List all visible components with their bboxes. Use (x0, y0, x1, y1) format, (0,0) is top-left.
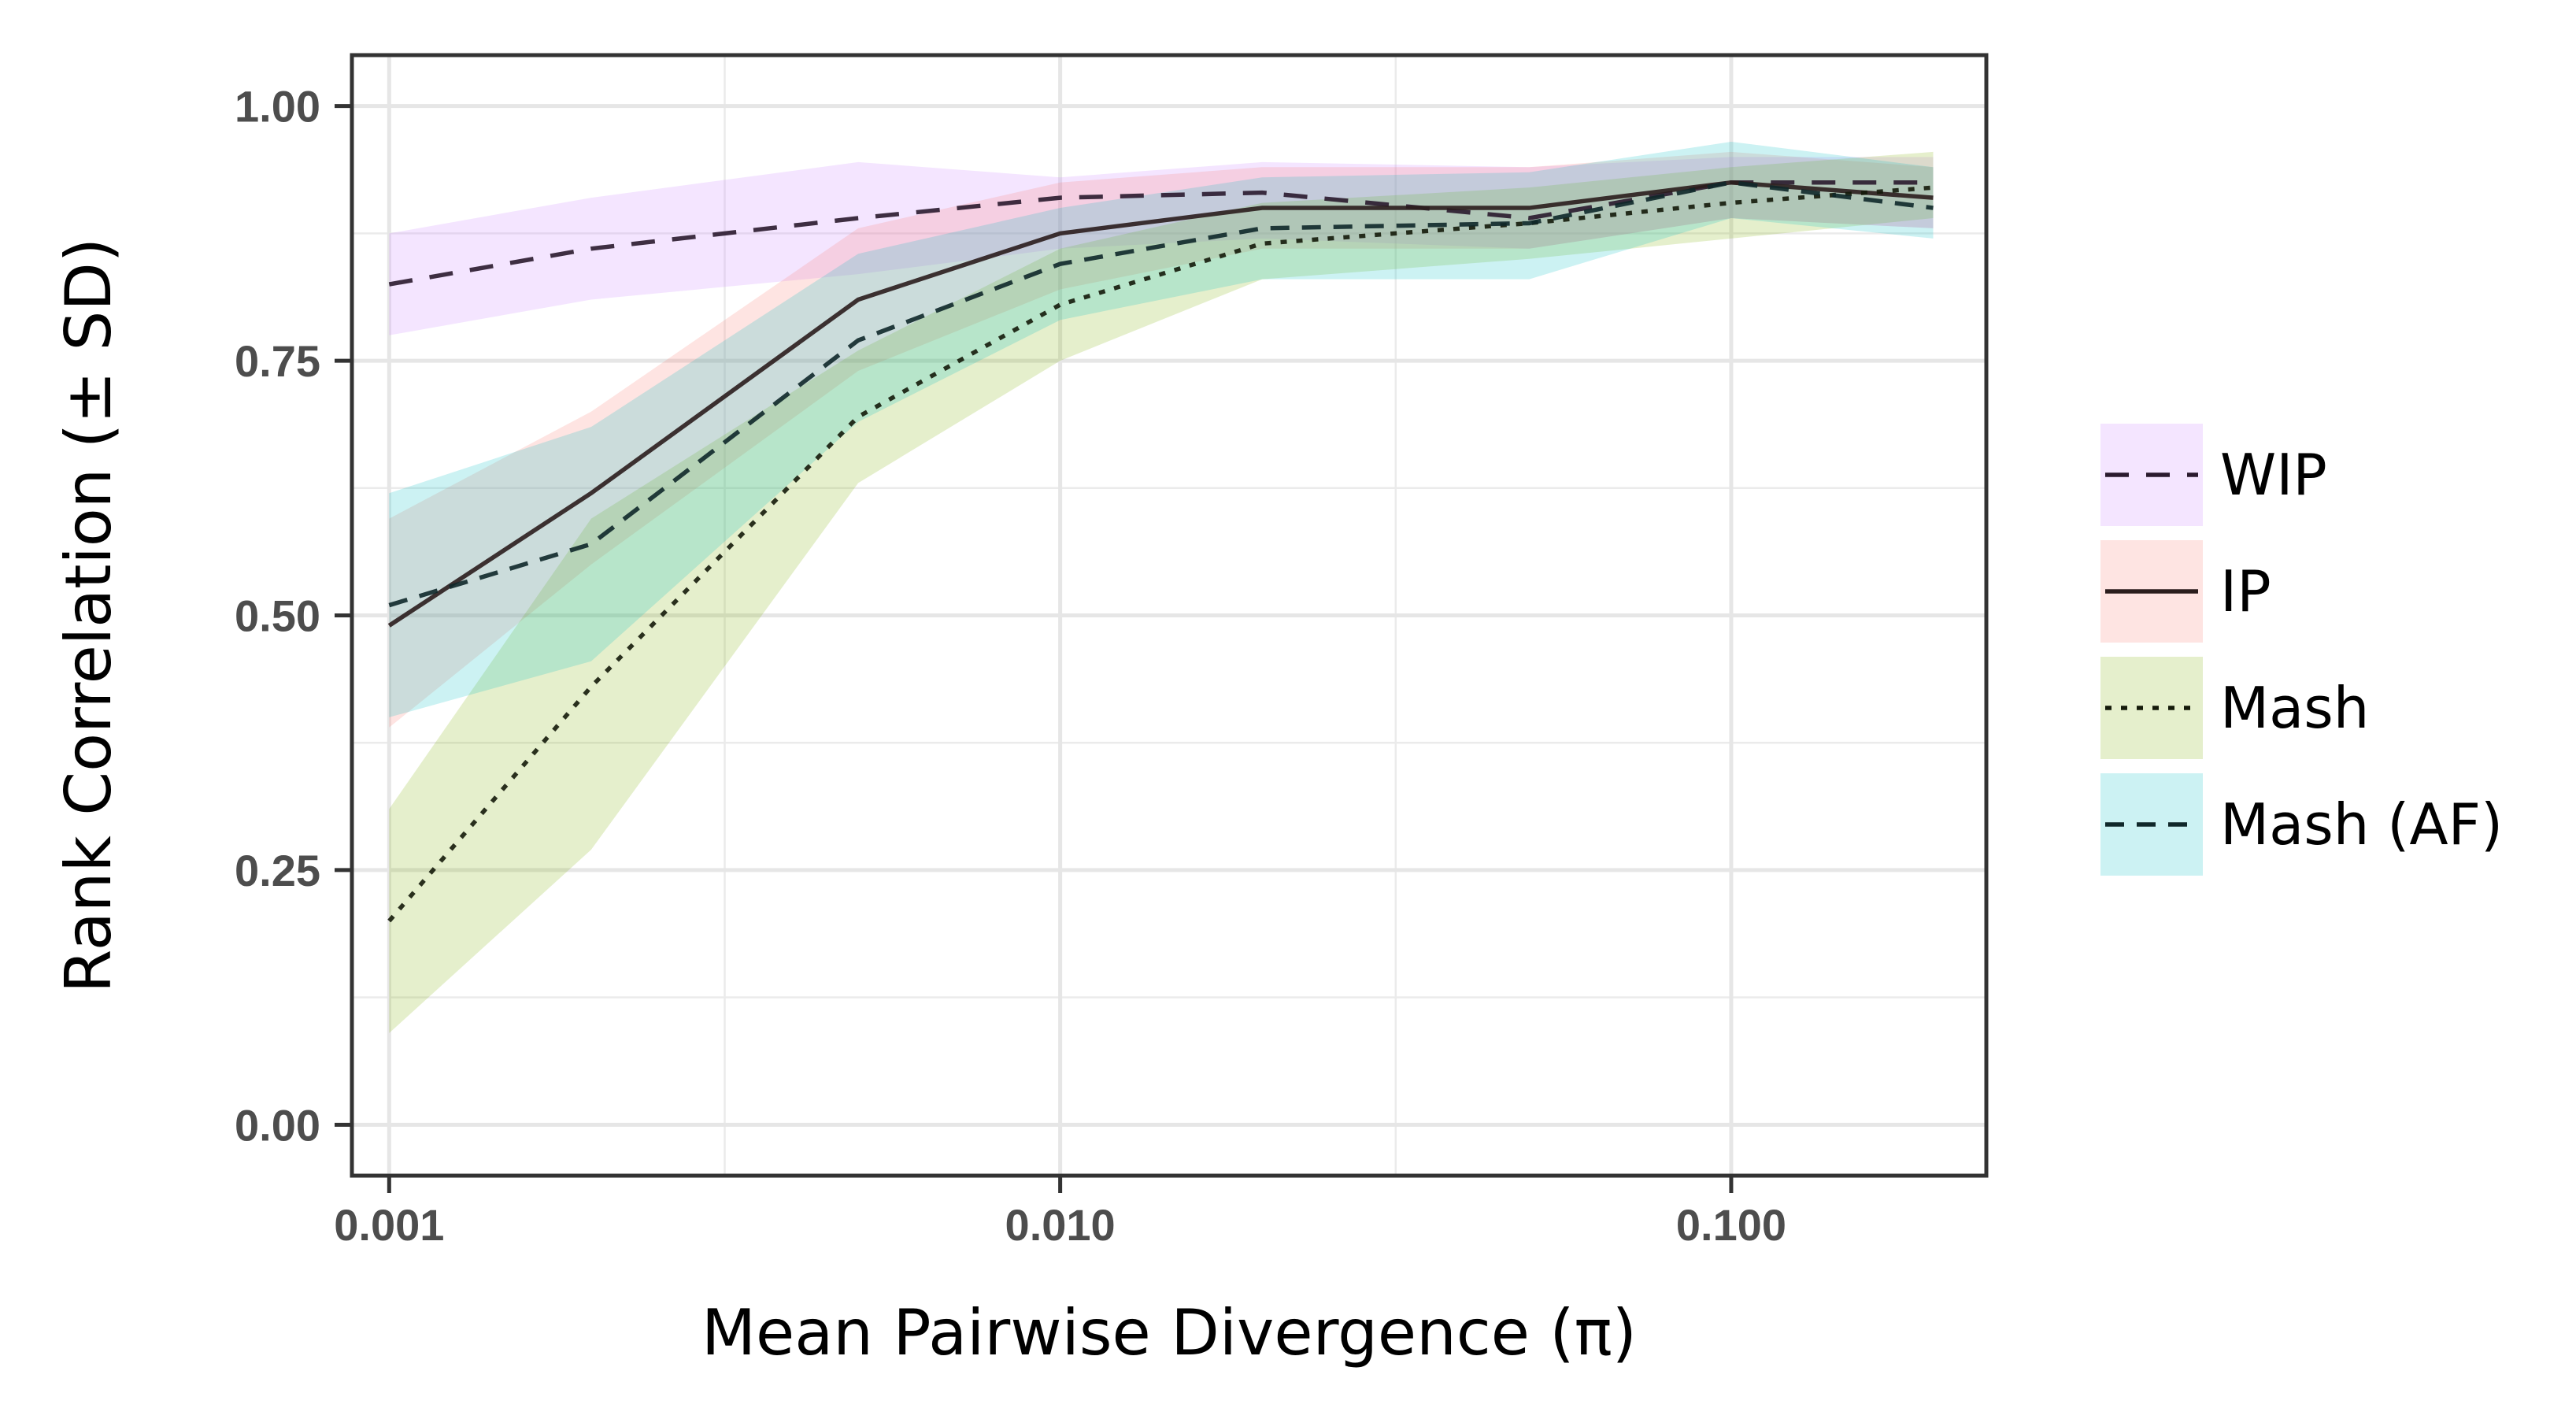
x-tick-label: 0.010 (1005, 1200, 1116, 1250)
x-axis-title: Mean Pairwise Divergence (π) (701, 1296, 1637, 1369)
axis-layer: 0.00 0.25 0.50 0.75 1.00 0.001 0.010 0.100 (235, 82, 1786, 1250)
legend: WIP IP Mash Mash (AF) (2100, 424, 2503, 876)
y-tick-label: 0.00 (235, 1100, 320, 1150)
x-tick-label: 0.001 (334, 1200, 444, 1250)
y-tick-label: 1.00 (235, 82, 320, 132)
ribbon-ip (389, 151, 1934, 728)
ribbon-mash (389, 151, 1934, 1033)
series-line-ip (387, 180, 1934, 628)
grid-layer (352, 55, 1986, 1176)
series-line-mash (387, 185, 1934, 923)
ribbon-mash-af (389, 141, 1934, 717)
legend-label-ip: IP (2220, 558, 2271, 624)
legend-label-mash: Mash (2220, 675, 2369, 741)
y-tick-label: 0.75 (235, 336, 320, 386)
y-tick-label: 0.25 (235, 846, 320, 895)
series-line-mash-af (388, 180, 1934, 608)
legend-label-mash-af: Mash (AF) (2220, 791, 2503, 858)
x-tick-label: 0.100 (1676, 1200, 1786, 1250)
y-tick-label: 0.50 (235, 591, 320, 641)
ribbon-layer (389, 141, 1934, 1033)
ribbon-wip (389, 157, 1934, 335)
line-layer (387, 180, 1934, 923)
legend-label-wip: WIP (2220, 442, 2327, 508)
y-axis-title: Rank Correlation (± SD) (52, 238, 125, 993)
